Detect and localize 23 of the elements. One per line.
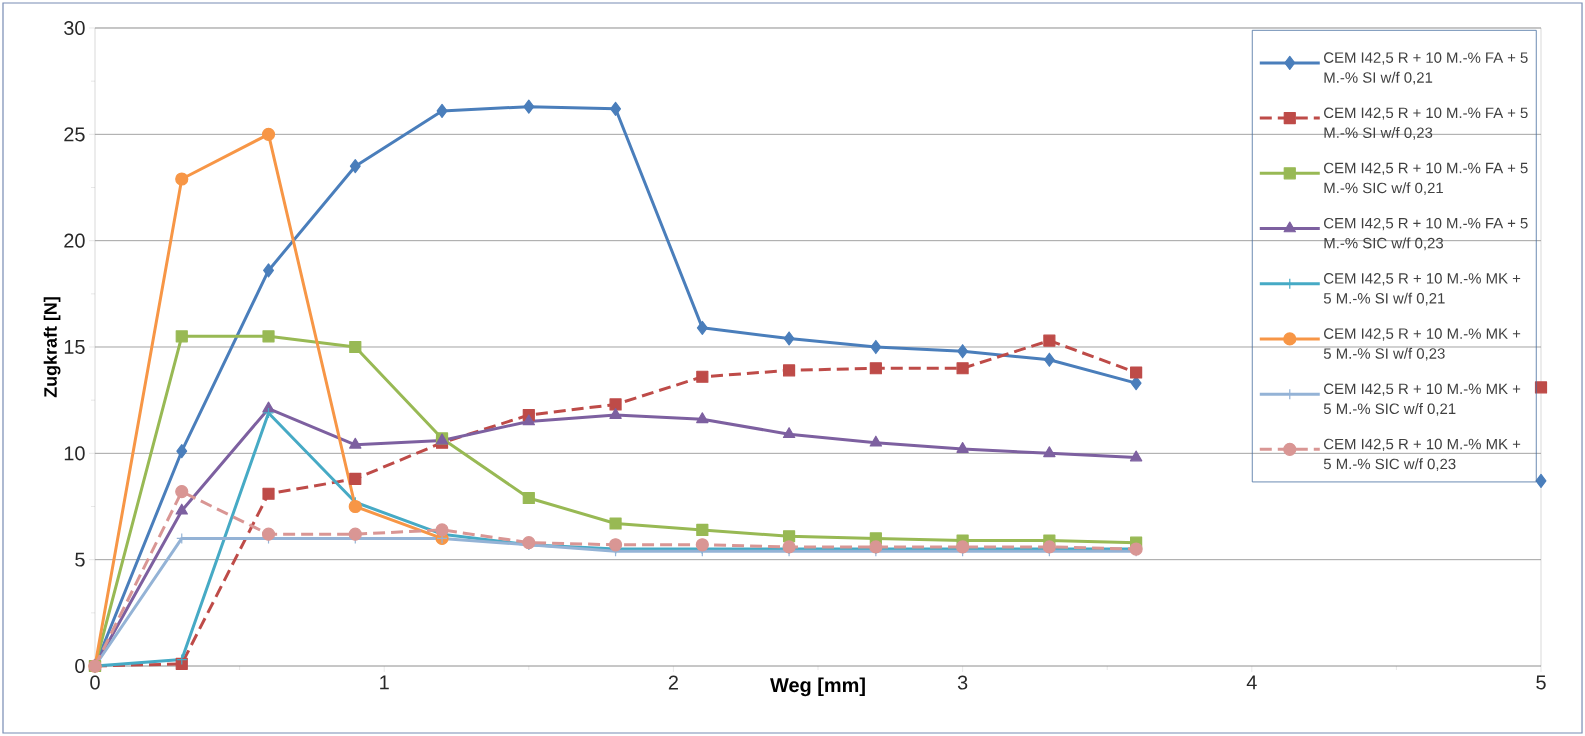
legend-label: CEM I42,5 R + 10 M.-% FA + 5 M.-% SI w/f 0,23 [1324,107,1528,140]
y-tick-label: 20 [64,233,85,248]
y-tick-label: 10 [64,446,85,461]
legend-label: CEM I42,5 R + 10 M.-% FA + 5 M.-% SI w/f 0,21 [1324,52,1528,85]
legend-label: CEM I42,5 R + 10 M.-% MK + 5 M.-% SI w/f 0,23 [1323,328,1521,361]
y-tick-label: 5 [75,552,85,567]
x-tick-label: 3 [957,675,968,690]
legend-label: CEM I42,5 R + 10 M.-% MK + 5 M.-% SI w/f 0,21 [1323,273,1521,306]
x-tick-label: 2 [668,675,678,690]
y-tick-label: 15 [64,340,85,354]
x-tick-label: 4 [1246,675,1257,690]
x-tick-label: 0 [90,675,100,690]
legend-label: CEM I42,5 R + 10 M.-% MK + 5 M.-% SIC w/f 0,23 [1323,438,1521,471]
x-tick-label: 5 [1536,675,1546,690]
y-tick-label: 25 [64,127,85,142]
y-tick-label: 0 [75,658,85,674]
x-axis-title: Weg [mm] [770,677,865,697]
legend-label: CEM I42,5 R + 10 M.-% FA + 5 M.-% SIC w/f 0,21 [1324,162,1528,195]
legend-label: CEM I42,5 R + 10 M.-% FA + 5 M.-% SIC w/f 0,23 [1324,217,1528,251]
y-tick-label: 30 [64,20,85,36]
legend-label: CEM I42,5 R + 10 M.-% MK + 5 M.-% SIC w/f 0,21 [1323,383,1521,416]
y-axis-title: Zugkraft [N] [43,297,61,398]
x-tick-label: 1 [380,675,389,690]
